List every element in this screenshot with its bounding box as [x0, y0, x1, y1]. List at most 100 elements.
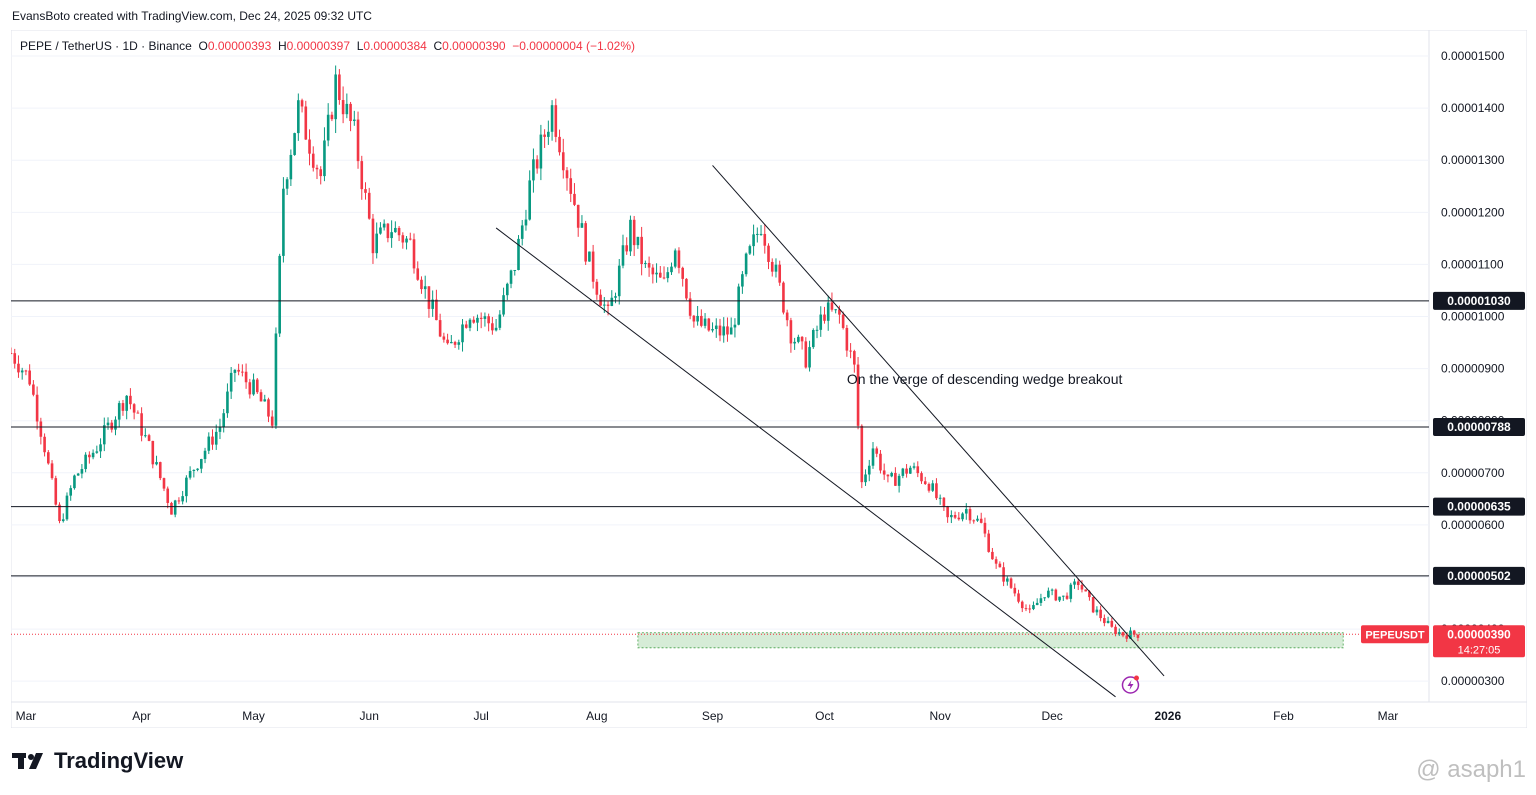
candle[interactable] [412, 239, 416, 269]
candle[interactable] [364, 189, 367, 193]
candle[interactable] [222, 413, 226, 427]
candle[interactable] [976, 518, 979, 521]
candle[interactable] [341, 100, 345, 115]
candle[interactable] [479, 317, 483, 319]
candle[interactable] [345, 103, 349, 115]
candle[interactable] [677, 250, 681, 268]
candle[interactable] [28, 370, 31, 385]
candle[interactable] [326, 114, 330, 141]
candle[interactable] [170, 502, 173, 515]
candle[interactable] [61, 519, 65, 522]
candle[interactable] [476, 317, 479, 323]
candle[interactable] [69, 488, 73, 496]
candle[interactable] [390, 232, 393, 239]
candle[interactable] [20, 370, 24, 373]
candle[interactable] [274, 333, 278, 426]
candle[interactable] [54, 478, 58, 505]
candle[interactable] [129, 395, 132, 405]
candle[interactable] [782, 282, 785, 313]
candle[interactable] [621, 245, 625, 266]
candle[interactable] [737, 286, 740, 325]
candle[interactable] [561, 152, 565, 171]
price-chart[interactable]: 0.000003000.000004000.000005000.00000600… [11, 30, 1527, 728]
candle[interactable] [983, 522, 987, 534]
candle[interactable] [879, 453, 882, 471]
candle[interactable] [95, 451, 99, 453]
candle[interactable] [420, 279, 423, 290]
candle[interactable] [950, 515, 953, 518]
candle[interactable] [909, 467, 912, 474]
candle[interactable] [942, 497, 946, 507]
candle[interactable] [632, 219, 636, 246]
candle[interactable] [58, 504, 61, 522]
candle[interactable] [647, 262, 651, 268]
candle[interactable] [319, 169, 323, 177]
candle[interactable] [1114, 626, 1117, 635]
candle[interactable] [961, 513, 964, 520]
candle[interactable] [998, 563, 1002, 568]
candle[interactable] [102, 425, 106, 445]
candle[interactable] [427, 286, 431, 309]
candle[interactable] [24, 370, 28, 372]
candle[interactable] [1125, 635, 1129, 639]
candle[interactable] [1002, 567, 1005, 582]
candle[interactable] [1076, 581, 1080, 586]
candle[interactable] [1084, 589, 1088, 592]
candle[interactable] [367, 192, 371, 219]
candle[interactable] [416, 268, 420, 280]
candle[interactable] [229, 372, 233, 392]
candle[interactable] [498, 314, 502, 328]
candle[interactable] [513, 269, 517, 271]
candle[interactable] [778, 264, 782, 283]
candle[interactable] [729, 327, 733, 335]
candle[interactable] [1006, 578, 1009, 582]
candle[interactable] [438, 320, 442, 337]
candle[interactable] [196, 468, 199, 470]
candle[interactable] [461, 324, 464, 343]
candle[interactable] [263, 399, 267, 402]
candle[interactable] [826, 302, 830, 321]
candle[interactable] [352, 119, 356, 122]
candle[interactable] [938, 497, 942, 499]
candle[interactable] [147, 435, 151, 441]
candle[interactable] [121, 403, 125, 411]
candle[interactable] [897, 475, 901, 486]
candle[interactable] [1061, 595, 1065, 597]
candle[interactable] [994, 559, 998, 564]
candle[interactable] [554, 105, 558, 137]
candle[interactable] [968, 509, 972, 521]
candle[interactable] [1110, 620, 1114, 627]
candle[interactable] [502, 295, 505, 315]
candle[interactable] [953, 515, 957, 518]
candle[interactable] [1028, 608, 1032, 610]
candle[interactable] [43, 436, 46, 453]
candle[interactable] [573, 193, 576, 205]
candle[interactable] [890, 472, 893, 477]
candle[interactable] [1017, 593, 1020, 602]
candle[interactable] [666, 272, 670, 279]
candle[interactable] [162, 478, 166, 489]
candle[interactable] [767, 245, 770, 262]
candle[interactable] [84, 454, 87, 470]
candle[interactable] [1032, 605, 1035, 610]
tradingview-logo[interactable]: TradingView [12, 748, 183, 774]
trendline-lower[interactable] [495, 227, 1116, 698]
candle[interactable] [39, 421, 43, 437]
candle[interactable] [356, 119, 360, 162]
candle[interactable] [856, 364, 860, 426]
candle[interactable] [759, 233, 763, 235]
candle[interactable] [464, 324, 468, 328]
candle[interactable] [483, 316, 487, 319]
candle[interactable] [472, 319, 476, 323]
candle[interactable] [241, 371, 244, 373]
candle[interactable] [17, 363, 20, 373]
candle[interactable] [636, 236, 640, 246]
candle[interactable] [1136, 634, 1140, 638]
candle[interactable] [431, 299, 434, 309]
candle[interactable] [841, 314, 845, 328]
candle[interactable] [360, 161, 364, 190]
candle[interactable] [270, 416, 274, 426]
candle[interactable] [819, 314, 823, 330]
candle[interactable] [65, 495, 69, 520]
candle[interactable] [1065, 595, 1069, 599]
